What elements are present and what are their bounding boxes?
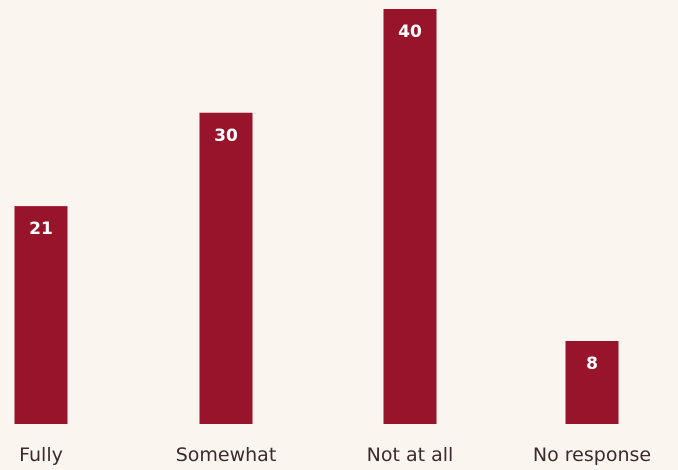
value-labels-group: 21 30 40 8 bbox=[29, 22, 598, 374]
bar-not-at-all bbox=[383, 9, 437, 424]
category-label-no-response: No response bbox=[533, 444, 651, 466]
value-label-no-response: 8 bbox=[586, 354, 598, 374]
bars-group bbox=[14, 9, 619, 424]
value-label-not-at-all: 40 bbox=[398, 22, 422, 42]
category-labels-group: Fully Somewhat Not at all No response bbox=[19, 444, 651, 466]
value-label-somewhat: 30 bbox=[214, 126, 238, 146]
value-label-fully: 21 bbox=[29, 219, 53, 239]
category-label-somewhat: Somewhat bbox=[176, 444, 277, 466]
bar-fully bbox=[14, 206, 68, 424]
bar-no-response bbox=[565, 341, 619, 424]
category-label-fully: Fully bbox=[19, 444, 63, 466]
category-label-not-at-all: Not at all bbox=[367, 444, 454, 466]
bar-somewhat bbox=[199, 112, 253, 424]
